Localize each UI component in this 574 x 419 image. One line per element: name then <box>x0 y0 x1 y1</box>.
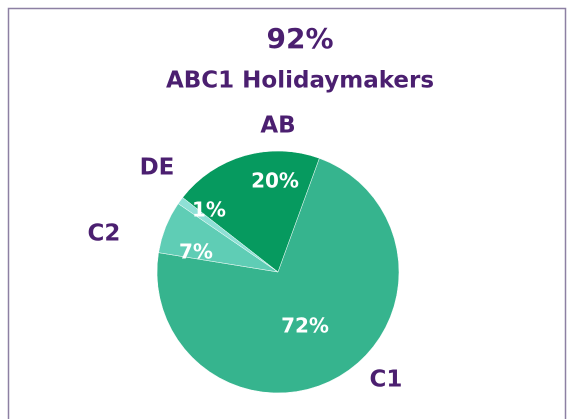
category-label: C1 <box>370 367 403 393</box>
value-label: 7% <box>179 240 213 264</box>
value-label: 1% <box>192 198 226 222</box>
category-label: DE <box>140 155 175 181</box>
value-label: 20% <box>251 169 299 193</box>
value-label: 72% <box>281 314 329 338</box>
pie-slice <box>177 197 279 273</box>
chart-subtitle: ABC1 Holidaymakers <box>166 68 434 94</box>
category-label: AB <box>260 113 295 139</box>
pie-slice <box>182 150 320 273</box>
chart-title: 92% <box>266 22 333 55</box>
category-label: C2 <box>88 221 121 247</box>
pie-slice <box>156 157 400 394</box>
